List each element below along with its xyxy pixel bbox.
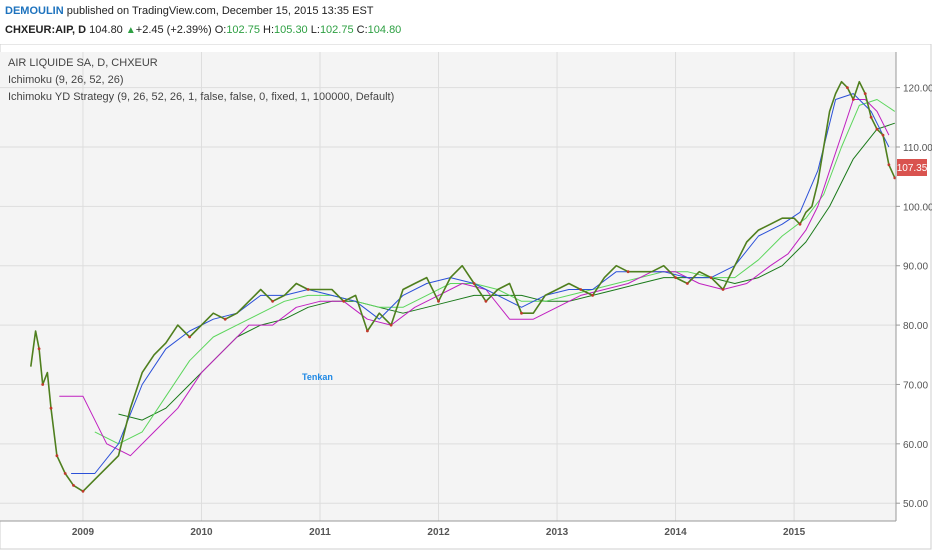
price-down-point xyxy=(846,86,849,89)
price-down-point xyxy=(851,98,855,101)
x-axis: 2009 2010 2011 2012 2013 2014 2015 xyxy=(0,520,896,538)
y-tick-label: 60.00 xyxy=(903,440,928,451)
close-value: 104.80 xyxy=(367,24,402,36)
x-tick-label: 2012 xyxy=(427,527,450,538)
price-down-point xyxy=(366,329,369,333)
price-down-point xyxy=(721,288,725,291)
y-tick-label: 100.00 xyxy=(903,202,932,213)
x-tick-label: 2010 xyxy=(190,527,213,538)
x-tick-label: 2009 xyxy=(72,527,95,538)
low-value: 102.75 xyxy=(319,24,354,36)
x-tick-label: 2013 xyxy=(546,527,569,538)
price-down-point xyxy=(869,115,873,119)
y-axis: 50.00 60.00 70.00 80.00 90.00 100.00 110.00 120… xyxy=(895,52,932,521)
low-label: L: xyxy=(310,24,320,36)
open-label: O: xyxy=(214,24,227,36)
up-arrow-icon: ▲ xyxy=(125,25,136,36)
price-down-point xyxy=(520,311,523,315)
legend-ichimoku: Ichimoku (9, 26, 52, 26) xyxy=(8,74,124,86)
y-tick-label: 70.00 xyxy=(903,380,928,391)
ohlc-bar: CHXEUR:AIP, D 104.80 ▲+2.45 (+2.39%) O:1… xyxy=(5,24,401,36)
series-tenkan-line xyxy=(71,93,890,474)
price-down-point xyxy=(49,406,53,410)
close-label: C: xyxy=(356,24,368,36)
price-down-point xyxy=(591,294,594,297)
symbol-label: CHXEUR:AIP, D xyxy=(5,24,87,36)
series-cloud_a-line xyxy=(94,99,896,445)
price-down-point xyxy=(798,222,802,226)
plot-background xyxy=(0,52,896,521)
price-down-point xyxy=(188,335,192,339)
price-down-point xyxy=(484,299,488,303)
x-tick-label: 2014 xyxy=(664,527,687,538)
legend-symbol: AIR LIQUIDE SA, D, CHXEUR xyxy=(8,57,158,69)
last-price: 104.80 xyxy=(89,24,123,36)
series-layer xyxy=(30,80,897,493)
published-text: published on TradingView.com, December 1… xyxy=(66,5,374,17)
price-down-point xyxy=(81,489,85,493)
price-chart[interactable]: 50.00 60.00 70.00 80.00 90.00 100.00 110.00 120… xyxy=(0,43,932,550)
price-down-point xyxy=(271,299,274,303)
legend-strategy: Ichimoku YD Strategy (9, 26, 52, 26, 1, … xyxy=(8,91,394,103)
y-tick-label: 120.00 xyxy=(903,84,932,95)
author-name[interactable]: DEMOULIN xyxy=(5,5,64,17)
price-down-point xyxy=(72,484,75,487)
price-down-point xyxy=(389,323,393,327)
open-value: 102.75 xyxy=(226,24,260,36)
price-badge-box xyxy=(897,159,927,176)
y-tick-label: 80.00 xyxy=(903,321,928,332)
price-down-point xyxy=(41,383,45,386)
y-tick-label: 90.00 xyxy=(903,262,928,273)
chart-container[interactable]: 50.00 60.00 70.00 80.00 90.00 100.00 110.00 120… xyxy=(0,43,932,550)
price-down-point xyxy=(863,92,867,95)
price-down-point xyxy=(887,163,891,167)
y-tick-label: 110.00 xyxy=(903,143,932,154)
price-down-point xyxy=(674,276,677,279)
price-down-point xyxy=(626,270,630,274)
x-tick-label: 2011 xyxy=(309,527,331,538)
price-down-point xyxy=(686,282,689,285)
price-down-point xyxy=(472,282,476,285)
price-down-point xyxy=(709,276,713,279)
price-down-point xyxy=(881,133,885,137)
price-badge-value: 107.35 xyxy=(897,163,928,174)
x-tick-label: 2015 xyxy=(783,527,806,538)
price-down-point xyxy=(893,176,897,180)
high-value: 105.30 xyxy=(274,24,308,36)
high-label: H: xyxy=(263,24,275,36)
grid xyxy=(0,52,896,521)
price-down-point xyxy=(579,288,583,291)
price-down-point xyxy=(223,317,227,321)
price-down-point xyxy=(875,127,879,131)
chart-border xyxy=(0,43,932,550)
series-kijun-line xyxy=(59,99,890,457)
tenkan-annotation: Tenkan xyxy=(302,372,333,382)
price-down-point xyxy=(63,472,67,475)
price-down-point xyxy=(55,454,59,458)
price-badge: 107.35 xyxy=(897,159,928,176)
price-down-point xyxy=(37,347,41,351)
y-tick-label: 50.00 xyxy=(903,499,928,510)
publish-info: DEMOULIN published on TradingView.com, D… xyxy=(5,5,374,17)
price-down-point xyxy=(342,299,346,303)
price-down-point xyxy=(306,288,310,291)
price-down-point xyxy=(437,299,440,303)
price-change: +2.45 (+2.39%) xyxy=(135,24,212,36)
